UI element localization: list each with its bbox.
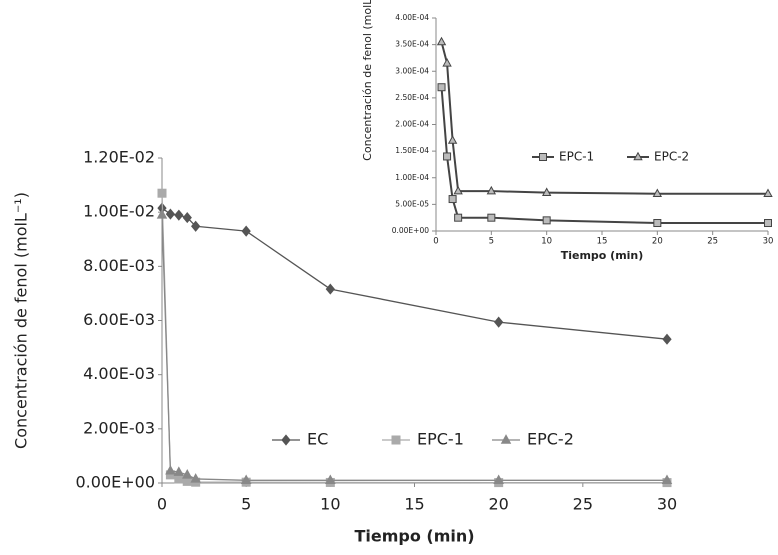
x-tick-label: 15 xyxy=(404,495,424,514)
x-tick-label: 25 xyxy=(707,237,718,247)
marker xyxy=(763,188,773,198)
x-tick-label: 30 xyxy=(763,237,774,247)
legend-label: EPC-1 xyxy=(559,150,594,164)
marker xyxy=(454,213,463,222)
legend-label: EPC-1 xyxy=(417,430,464,449)
marker xyxy=(157,188,167,198)
y-tick-label: 3.00E-04 xyxy=(395,66,429,75)
y-axis-title: Concentración de fenol (molL⁻¹) xyxy=(361,0,374,161)
marker xyxy=(653,219,662,228)
legend-label: EPC-2 xyxy=(654,150,689,164)
y-tick-label: 3.50E-04 xyxy=(395,40,429,49)
x-tick-label: 15 xyxy=(597,237,608,247)
marker xyxy=(453,185,463,195)
x-tick-label: 0 xyxy=(157,495,167,514)
y-tick-label: 4.00E-03 xyxy=(83,364,155,383)
y-tick-label: 1.50E-04 xyxy=(395,146,429,155)
y-tick-label: 5.00E-05 xyxy=(395,199,429,208)
marker xyxy=(165,208,176,220)
marker xyxy=(281,434,291,446)
x-tick-label: 10 xyxy=(320,495,340,514)
marker xyxy=(174,209,184,221)
y-tick-label: 4.00E-04 xyxy=(395,13,429,22)
y-tick-label: 1.00E-04 xyxy=(395,173,429,182)
y-tick-label: 2.00E-04 xyxy=(395,120,429,129)
marker xyxy=(190,473,201,483)
x-axis-title: Tiempo (min) xyxy=(561,249,644,262)
x-tick-label: 10 xyxy=(541,237,552,247)
marker xyxy=(661,474,673,484)
legend-label: EC xyxy=(307,430,328,449)
marker xyxy=(156,209,168,219)
y-axis-title: Concentración de fenol (molL⁻¹) xyxy=(12,192,31,449)
y-tick-label: 8.00E-03 xyxy=(83,256,155,275)
y-tick-label: 1.20E-02 xyxy=(83,148,155,167)
marker xyxy=(182,469,193,479)
marker xyxy=(442,58,452,67)
y-tick-label: 1.00E-02 xyxy=(83,202,155,221)
marker xyxy=(191,220,201,232)
y-tick-label: 6.00E-03 xyxy=(83,310,155,329)
marker xyxy=(447,135,458,144)
marker xyxy=(652,188,663,198)
y-tick-label: 2.00E-03 xyxy=(83,418,155,437)
x-axis-title: Tiempo (min) xyxy=(354,527,474,546)
series-line xyxy=(440,87,768,225)
x-tick-label: 20 xyxy=(652,237,663,247)
marker xyxy=(487,213,496,222)
x-tick-label: 5 xyxy=(489,237,494,247)
marker xyxy=(443,152,452,161)
marker xyxy=(182,212,192,224)
marker xyxy=(539,153,547,161)
marker xyxy=(542,216,551,225)
marker xyxy=(493,474,504,484)
series-line xyxy=(440,41,768,195)
legend-label: EPC-2 xyxy=(527,430,574,449)
marker xyxy=(541,187,552,196)
marker xyxy=(391,435,401,445)
marker xyxy=(633,151,643,161)
series-line xyxy=(161,193,667,484)
x-tick-label: 20 xyxy=(488,495,508,514)
marker xyxy=(662,333,672,345)
marker xyxy=(325,283,335,295)
marker xyxy=(494,316,504,328)
x-tick-label: 0 xyxy=(433,237,438,247)
marker xyxy=(241,225,251,237)
marker xyxy=(173,466,185,476)
y-tick-label: 0.00E+00 xyxy=(392,226,429,235)
marker xyxy=(764,219,772,228)
y-tick-label: 2.50E-04 xyxy=(395,93,429,102)
marker xyxy=(165,464,176,475)
marker xyxy=(437,83,446,92)
x-tick-label: 5 xyxy=(241,495,251,514)
x-tick-label: 30 xyxy=(657,495,677,514)
marker xyxy=(486,185,497,195)
marker xyxy=(325,474,336,484)
marker xyxy=(448,195,457,204)
x-tick-label: 25 xyxy=(573,495,593,514)
marker xyxy=(436,36,447,46)
marker xyxy=(240,474,252,484)
marker xyxy=(174,474,184,484)
y-tick-label: 0.00E+00 xyxy=(76,473,156,492)
marker xyxy=(500,434,512,444)
